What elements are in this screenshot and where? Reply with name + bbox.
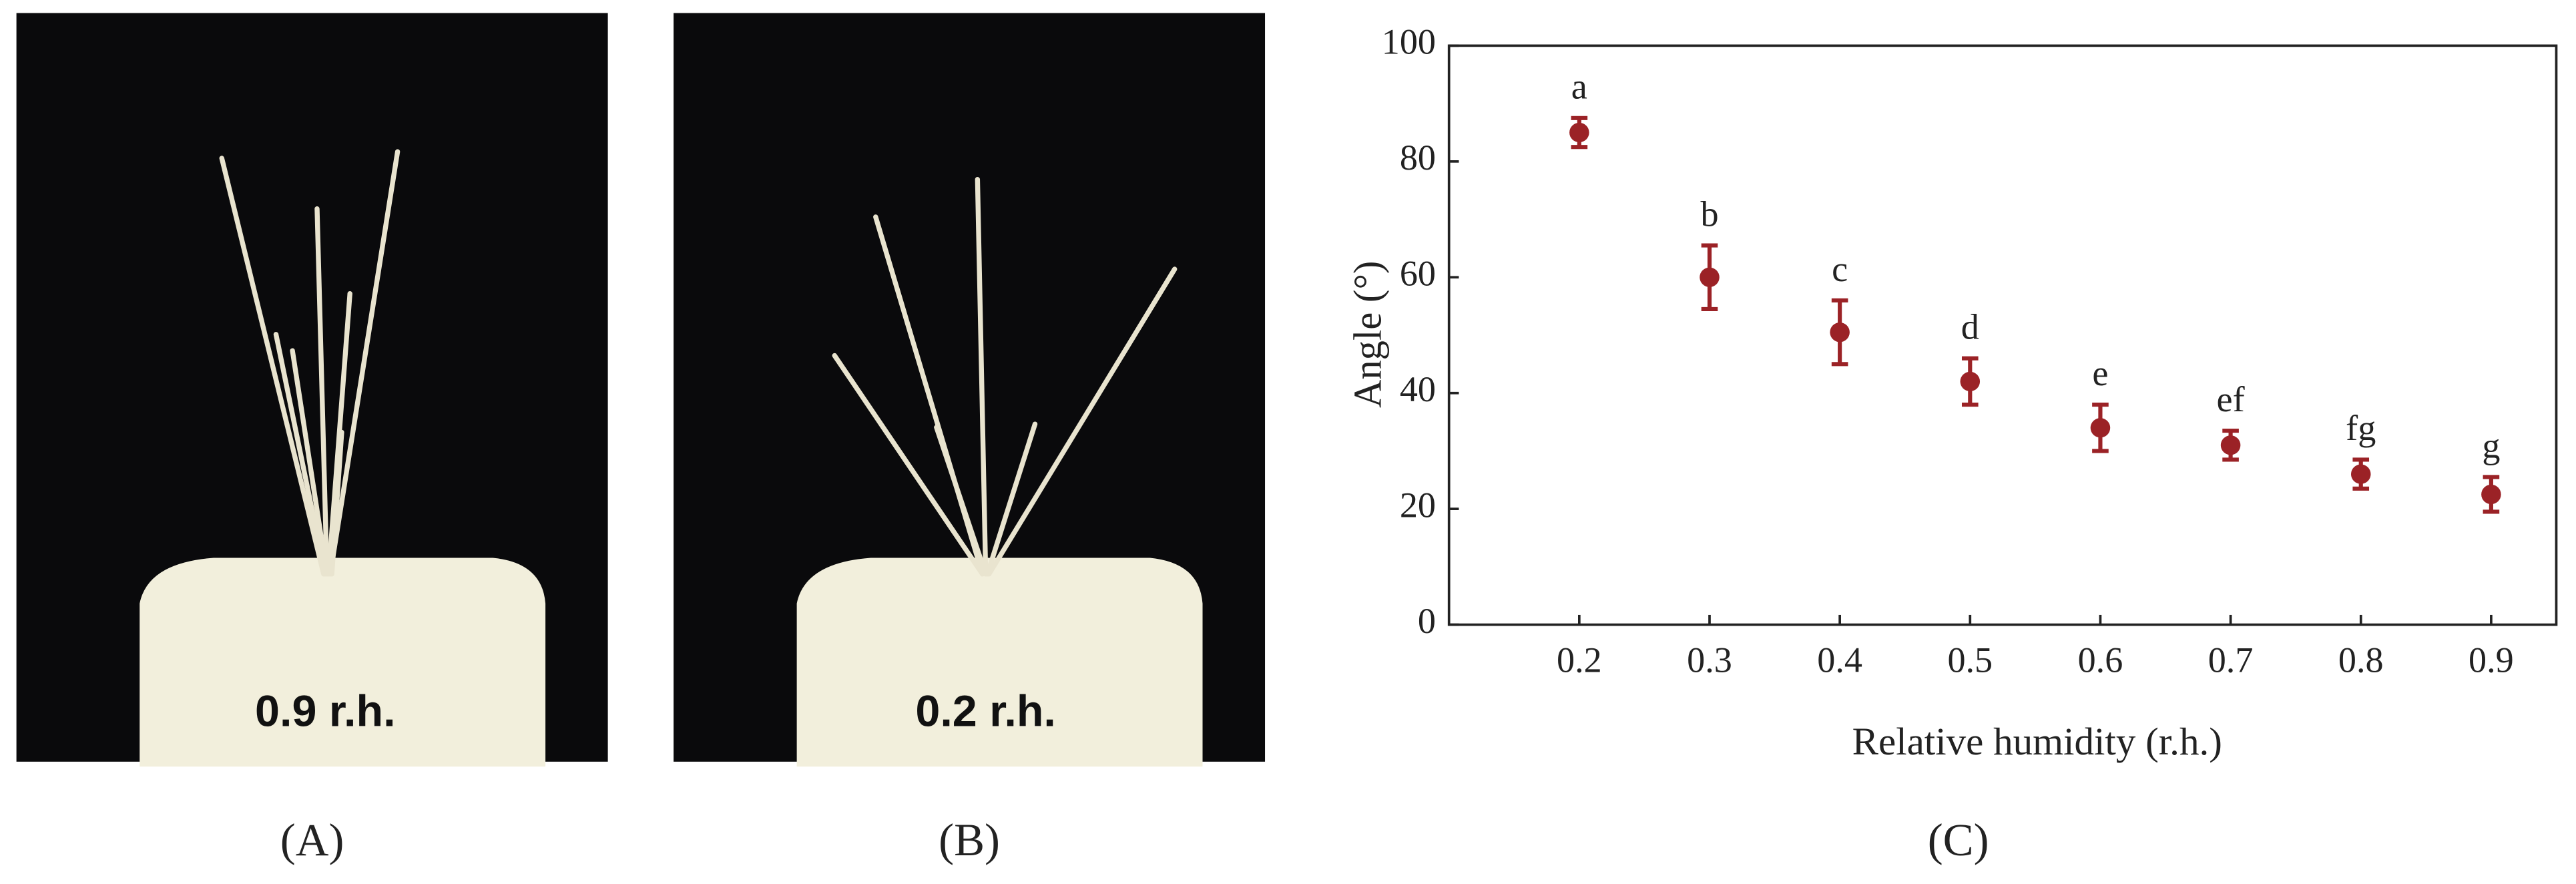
y-tick-label: 100: [1382, 22, 1436, 62]
significance-letter: ef: [2217, 379, 2245, 419]
panel-label: (C): [1928, 815, 1989, 865]
point: [2220, 435, 2241, 455]
x-tick-label: 0.7: [2208, 640, 2254, 680]
y-axis-label: Angle (°): [1346, 261, 1389, 408]
x-tick-label: 0.9: [2469, 640, 2514, 680]
significance-letter: g: [2482, 425, 2500, 465]
panel-label: (A): [280, 815, 344, 865]
x-tick-label: 0.8: [2338, 640, 2384, 680]
x-tick-label: 0.2: [1557, 640, 1602, 680]
point: [2481, 484, 2501, 505]
significance-letter: fg: [2346, 408, 2376, 448]
panel-label: (B): [939, 815, 1000, 865]
significance-letter: c: [1832, 249, 1848, 289]
point: [1960, 371, 1981, 392]
x-tick-label: 0.4: [1817, 640, 1862, 680]
significance-letter: e: [2092, 353, 2108, 393]
significance-letter: a: [1571, 67, 1587, 107]
point: [2090, 418, 2111, 438]
significance-letter: b: [1700, 194, 1718, 234]
y-tick-label: 20: [1400, 485, 1436, 525]
x-tick-label: 0.3: [1687, 640, 1732, 680]
x-axis-label: Relative humidity (r.h.): [1852, 720, 2222, 763]
x-tick-label: 0.5: [1947, 640, 1993, 680]
point: [1830, 322, 1850, 343]
point: [1569, 122, 1589, 143]
plot-frame: [1447, 44, 2558, 626]
photo-b: 0.2 r.h.: [674, 13, 1266, 767]
y-tick-label: 40: [1400, 369, 1436, 409]
y-tick-label: 80: [1400, 138, 1436, 178]
y-tick-label: 0: [1418, 601, 1436, 641]
photo-a: 0.9 r.h.: [16, 13, 608, 767]
y-tick-label: 60: [1400, 254, 1436, 294]
point: [2350, 464, 2371, 484]
photo-caption: 0.2 r.h.: [915, 687, 1055, 736]
x-tick-label: 0.6: [2078, 640, 2123, 680]
significance-letter: d: [1961, 307, 1979, 347]
photo-caption: 0.9 r.h.: [255, 687, 395, 736]
point: [1700, 267, 1720, 287]
